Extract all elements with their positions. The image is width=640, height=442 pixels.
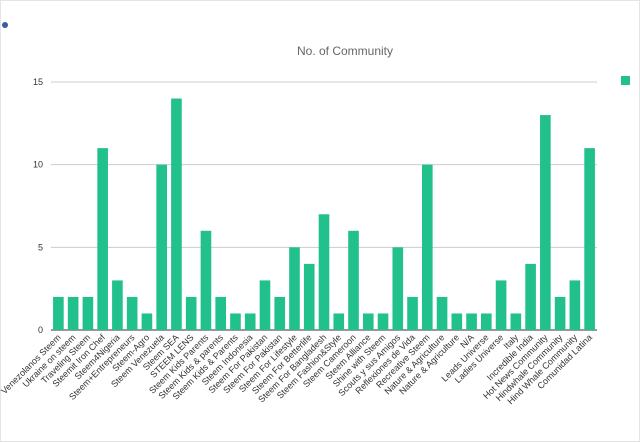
bar (495, 280, 507, 330)
bar (274, 296, 286, 330)
bar (200, 230, 212, 330)
bar (466, 313, 477, 330)
bar (67, 296, 79, 330)
bar (97, 148, 108, 330)
bar (289, 247, 300, 330)
bar (436, 296, 448, 330)
bar (259, 280, 271, 330)
bar (185, 296, 197, 330)
bar (421, 164, 433, 330)
bar (407, 296, 418, 330)
bar (525, 263, 536, 330)
bar (318, 214, 330, 330)
bar (584, 148, 595, 330)
legend-swatch (621, 76, 630, 85)
bar (230, 313, 241, 330)
bar (126, 296, 138, 330)
y-tick-label: 10 (33, 160, 43, 170)
bar (303, 263, 315, 330)
handle-dot (2, 22, 8, 28)
y-tick-label: 15 (33, 77, 43, 87)
y-tick-label: 0 (38, 325, 43, 335)
bar (392, 247, 404, 330)
bar (53, 296, 64, 330)
bar (333, 313, 345, 330)
y-tick-label: 5 (38, 242, 43, 252)
bar (82, 296, 94, 330)
bar (510, 313, 522, 330)
bar (171, 98, 182, 331)
bar (156, 164, 167, 330)
bar (112, 280, 123, 330)
bar (244, 313, 256, 330)
bar (540, 115, 551, 330)
bar (569, 280, 581, 330)
bar (377, 313, 389, 330)
bar (554, 296, 566, 330)
chart-title: No. of Community (297, 44, 393, 58)
bar (348, 230, 359, 330)
bar (141, 313, 153, 330)
bar (362, 313, 374, 330)
bar (215, 296, 227, 330)
bar (451, 313, 463, 330)
bar (481, 313, 492, 330)
